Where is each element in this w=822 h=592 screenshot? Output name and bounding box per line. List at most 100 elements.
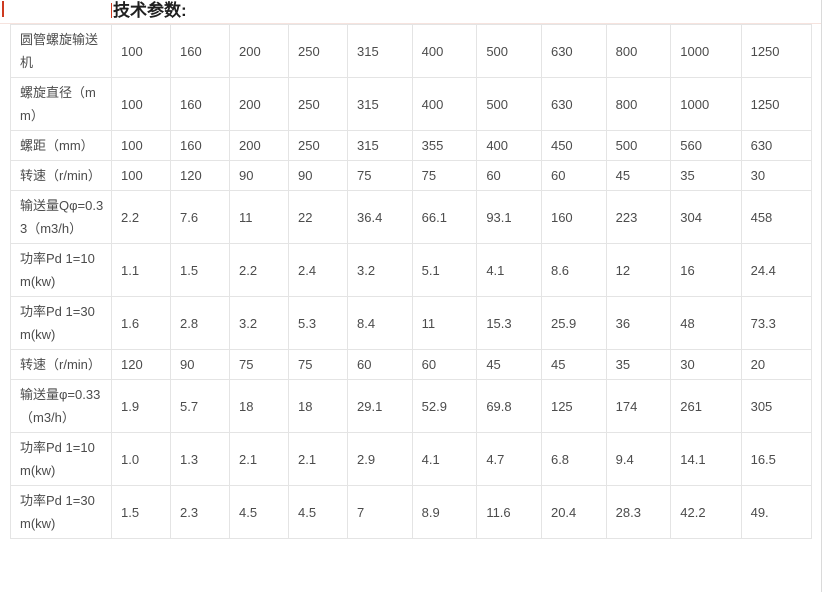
table-row: 螺距（mm） 100 160 200 250 315 355 400 450 500 560 630: [10, 130, 813, 161]
table-cell: 14.1: [670, 432, 742, 486]
table-cell: 24.4: [740, 243, 813, 297]
table-cell: 16: [670, 243, 742, 297]
table-cell: 450: [540, 130, 607, 161]
table-cell: 75: [229, 349, 289, 380]
table-cell: 2.1: [288, 432, 348, 486]
table-cell: 8.4: [347, 296, 413, 350]
table-cell: 304: [670, 190, 742, 244]
table-cell: 160: [170, 130, 230, 161]
table-cell: 45: [540, 349, 607, 380]
table-cell: 45: [605, 160, 672, 191]
table-cell: 160: [170, 77, 230, 131]
table-cell: 28.3: [605, 485, 672, 539]
table-cell: 261: [670, 379, 742, 433]
table-cell: 2.9: [347, 432, 413, 486]
table-cell: 1.1: [111, 243, 171, 297]
table-cell: 60: [476, 160, 542, 191]
table-cell: 4.5: [288, 485, 348, 539]
table-cell: 30: [740, 160, 813, 191]
table-cell: 60: [411, 349, 478, 380]
table-cell: 400: [476, 130, 542, 161]
table-cell: 42.2: [670, 485, 742, 539]
table-cell: 250: [288, 24, 348, 78]
table-cell: 5.1: [411, 243, 478, 297]
table-cell: 560: [670, 130, 742, 161]
table-cell: 16.5: [740, 432, 813, 486]
table-cell: 500: [476, 24, 542, 78]
spec-table-body: 圆管螺旋输送机 100 160 200 250 315 400 500 630 800 1000 12…: [10, 24, 813, 539]
page-title: 技术参数:: [111, 1, 187, 21]
table-cell: 1.0: [111, 432, 171, 486]
row-label: 功率Pd 1=10 m(kw): [10, 432, 112, 486]
table-cell: 100: [111, 160, 171, 191]
table-cell: 4.7: [476, 432, 542, 486]
table-cell: 29.1: [347, 379, 413, 433]
table-cell: 500: [476, 77, 542, 131]
table-cell: 18: [288, 379, 348, 433]
table-cell: 200: [229, 24, 289, 78]
table-cell: 1.5: [170, 243, 230, 297]
table-cell: 22: [288, 190, 348, 244]
table-cell: 630: [540, 24, 607, 78]
table-cell: 3.2: [347, 243, 413, 297]
table-cell: 48: [670, 296, 742, 350]
row-label: 转速（r/min）: [10, 160, 112, 191]
table-row: 输送量φ=0.33（m3/h） 1.9 5.7 18 18 29.1 52.9 69.8 125…: [10, 379, 813, 433]
table-cell: 4.1: [476, 243, 542, 297]
table-cell: 120: [111, 349, 171, 380]
table-cell: 11: [411, 296, 478, 350]
table-cell: 5.7: [170, 379, 230, 433]
table-cell: 11: [229, 190, 289, 244]
table-cell: 3.2: [229, 296, 289, 350]
table-cell: 18: [229, 379, 289, 433]
table-cell: 355: [411, 130, 478, 161]
table-cell: 1250: [740, 24, 813, 78]
table-cell: 93.1: [476, 190, 542, 244]
table-cell: 2.8: [170, 296, 230, 350]
table-cell: 75: [347, 160, 413, 191]
table-row: 功率Pd 1=10 m(kw) 1.0 1.3 2.1 2.1 2.9 4.1 4.7 6.8 9…: [10, 432, 813, 486]
table-cell: 6.8: [540, 432, 607, 486]
table-cell: 2.1: [229, 432, 289, 486]
table-cell: 8.9: [411, 485, 478, 539]
spec-table: 圆管螺旋输送机 100 160 200 250 315 400 500 630 800 1000 12…: [10, 24, 813, 539]
table-cell: 25.9: [540, 296, 607, 350]
table-cell: 11.6: [476, 485, 542, 539]
table-cell: 200: [229, 130, 289, 161]
table-cell: 7.6: [170, 190, 230, 244]
table-cell: 1000: [670, 24, 742, 78]
table-cell: 160: [540, 190, 607, 244]
table-cell: 45: [476, 349, 542, 380]
table-row: 功率Pd 1=30 m(kw) 1.5 2.3 4.5 4.5 7 8.9 11.6 20.4 2…: [10, 485, 813, 539]
table-cell: 36.4: [347, 190, 413, 244]
table-cell: 60: [347, 349, 413, 380]
table-cell: 20.4: [540, 485, 607, 539]
table-row: 螺旋直径（mm） 100 160 200 250 315 400 500 630 800 1000 1…: [10, 77, 813, 131]
table-cell: 174: [605, 379, 672, 433]
table-row: 输送量Qφ=0.33（m3/h） 2.2 7.6 11 22 36.4 66.1 93.1 16…: [10, 190, 813, 244]
table-cell: 75: [411, 160, 478, 191]
table-row: 转速（r/min） 100 120 90 90 75 75 60 60 45 35 30: [10, 160, 813, 191]
table-cell: 90: [170, 349, 230, 380]
row-label: 转速（r/min）: [10, 349, 112, 380]
table-row: 转速（r/min） 120 90 75 75 60 60 45 45 35 30 20: [10, 349, 813, 380]
table-cell: 1.5: [111, 485, 171, 539]
table-cell: 250: [288, 77, 348, 131]
table-cell: 9.4: [605, 432, 672, 486]
table-cell: 90: [288, 160, 348, 191]
row-label: 输送量Qφ=0.33（m3/h）: [10, 190, 112, 244]
table-cell: 125: [540, 379, 607, 433]
table-cell: 8.6: [540, 243, 607, 297]
table-cell: 60: [540, 160, 607, 191]
table-cell: 100: [111, 130, 171, 161]
table-cell: 4.5: [229, 485, 289, 539]
table-row: 功率Pd 1=10 m(kw) 1.1 1.5 2.2 2.4 3.2 5.1 4.1 8.6 1…: [10, 243, 813, 297]
table-cell: 1.6: [111, 296, 171, 350]
table-cell: 800: [605, 24, 672, 78]
table-cell: 500: [605, 130, 672, 161]
table-cell: 100: [111, 24, 171, 78]
table-cell: 315: [347, 24, 413, 78]
table-cell: 800: [605, 77, 672, 131]
table-cell: 35: [605, 349, 672, 380]
table-row: 圆管螺旋输送机 100 160 200 250 315 400 500 630 800 1000 12…: [10, 24, 813, 78]
